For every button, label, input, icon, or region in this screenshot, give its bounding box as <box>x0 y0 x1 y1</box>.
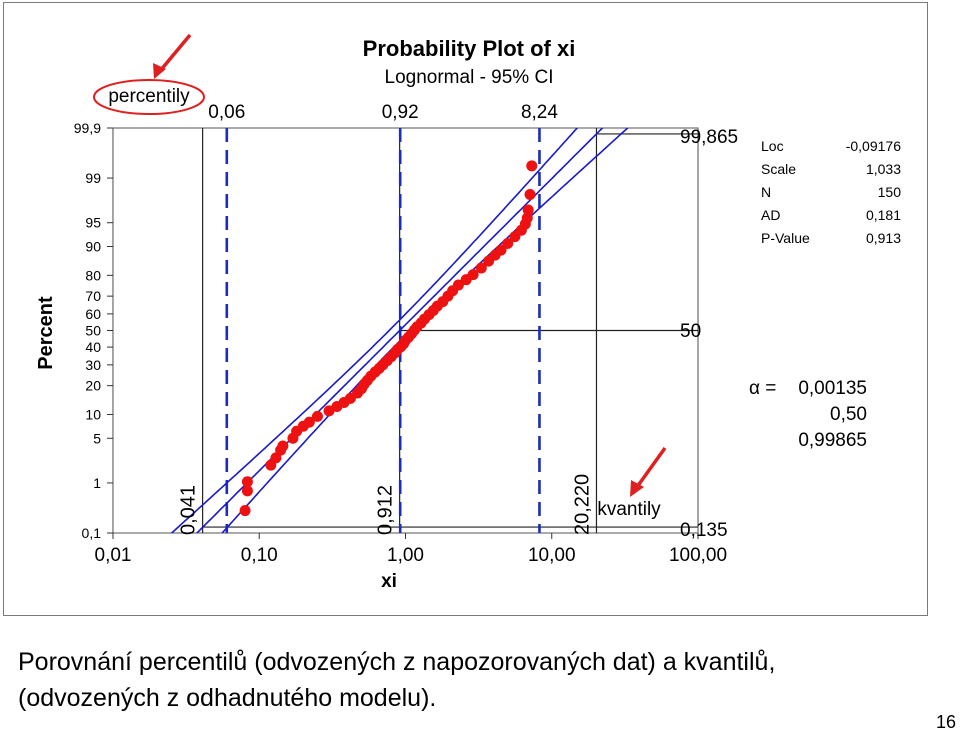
y-axis-label: Percent <box>35 296 57 370</box>
right-label-upper: 99,865 <box>680 127 738 148</box>
y-tick-label: 20 <box>85 378 101 394</box>
percentily-label: percentily <box>108 86 190 107</box>
stats-value: -0,09176 <box>846 138 901 154</box>
right-label-median: 50 <box>680 321 701 342</box>
y-tick-label: 0,1 <box>82 525 102 541</box>
page-number: 16 <box>936 712 957 732</box>
data-point <box>521 212 533 224</box>
y-tick-label: 1 <box>93 475 101 491</box>
data-point <box>277 440 289 452</box>
x-tick-label: 100,00 <box>669 545 727 566</box>
quantile-label: 0,041 <box>178 485 200 535</box>
x-tick-label: 10,00 <box>528 545 576 566</box>
stats-label: N <box>761 184 771 200</box>
stats-value: 0,913 <box>866 230 901 246</box>
stats-label: Scale <box>761 161 796 177</box>
y-tick-label: 80 <box>85 267 101 283</box>
data-points <box>239 160 538 517</box>
y-tick-label: 70 <box>85 288 101 304</box>
data-point <box>303 416 315 428</box>
y-tick-label: 60 <box>85 306 101 322</box>
quantile-label: 20,220 <box>571 474 593 535</box>
chart-subtitle: Lognormal - 95% CI <box>385 67 554 88</box>
percentily-arrow-shaft <box>158 33 192 73</box>
stats-value: 1,033 <box>866 161 901 177</box>
data-point <box>241 476 253 488</box>
data-point <box>311 410 323 422</box>
stats-label: AD <box>761 207 780 223</box>
x-tick-label: 0,01 <box>95 545 132 566</box>
data-point <box>524 189 536 201</box>
y-tick-label: 5 <box>93 430 101 446</box>
ci-lower-line <box>170 128 579 533</box>
kvantily-label: kvantily <box>597 499 661 520</box>
x-axis-label: xi <box>381 571 397 592</box>
quantile-label: 0,912 <box>375 485 397 535</box>
caption-line-2: (odvozených z odhadnutého modelu). <box>18 684 437 712</box>
data-point <box>239 505 251 517</box>
data-point <box>502 237 514 249</box>
y-tick-label: 40 <box>85 339 101 355</box>
x-tick-label: 0,10 <box>241 545 278 566</box>
axes <box>107 127 699 539</box>
stats-label: Loc <box>761 138 784 154</box>
data-point <box>475 262 487 274</box>
percentily-arrow-head <box>153 63 166 79</box>
y-tick-label: 99 <box>85 170 101 186</box>
data-point <box>522 204 534 216</box>
alpha-value: 0,99865 <box>798 430 867 451</box>
stats-label: P-Value <box>761 230 810 246</box>
y-tick-label: 90 <box>85 239 101 255</box>
data-point <box>241 485 253 497</box>
data-point <box>526 160 538 172</box>
kvantily-arrow-shaft <box>635 446 667 489</box>
percentile-label: 0,06 <box>208 102 245 123</box>
data-point <box>495 244 507 256</box>
chart-title: Probability Plot of xi <box>363 36 576 61</box>
y-tick-label: 50 <box>85 323 101 339</box>
percentily-ellipse <box>93 79 205 115</box>
y-tick-label: 30 <box>85 357 101 373</box>
stats-value: 150 <box>878 184 902 200</box>
right-label-lower: 0,135 <box>680 520 728 541</box>
y-tick-label: 10 <box>85 406 101 422</box>
alpha-label: α = <box>749 378 776 399</box>
data-point <box>452 279 464 291</box>
alpha-value: 0,00135 <box>798 378 867 399</box>
data-point <box>467 269 479 281</box>
kvantily-arrow-head <box>630 480 644 497</box>
y-tick-label: 99,9 <box>74 120 101 136</box>
alpha-value: 0,50 <box>830 404 867 425</box>
stats-value: 0,181 <box>866 207 901 223</box>
percentile-label: 0,92 <box>382 102 419 123</box>
x-tick-label: 1,00 <box>387 545 424 566</box>
chart-panel: 0,1 1 5 10 20 30 40 50 60 70 80 90 95 99 99,9 0,01 0,10 1… <box>3 2 928 616</box>
percentile-label: 8,24 <box>521 102 558 123</box>
caption-line-1: Porovnání percentilů (odvozených z napoz… <box>18 648 776 676</box>
y-tick-label: 95 <box>85 215 101 231</box>
